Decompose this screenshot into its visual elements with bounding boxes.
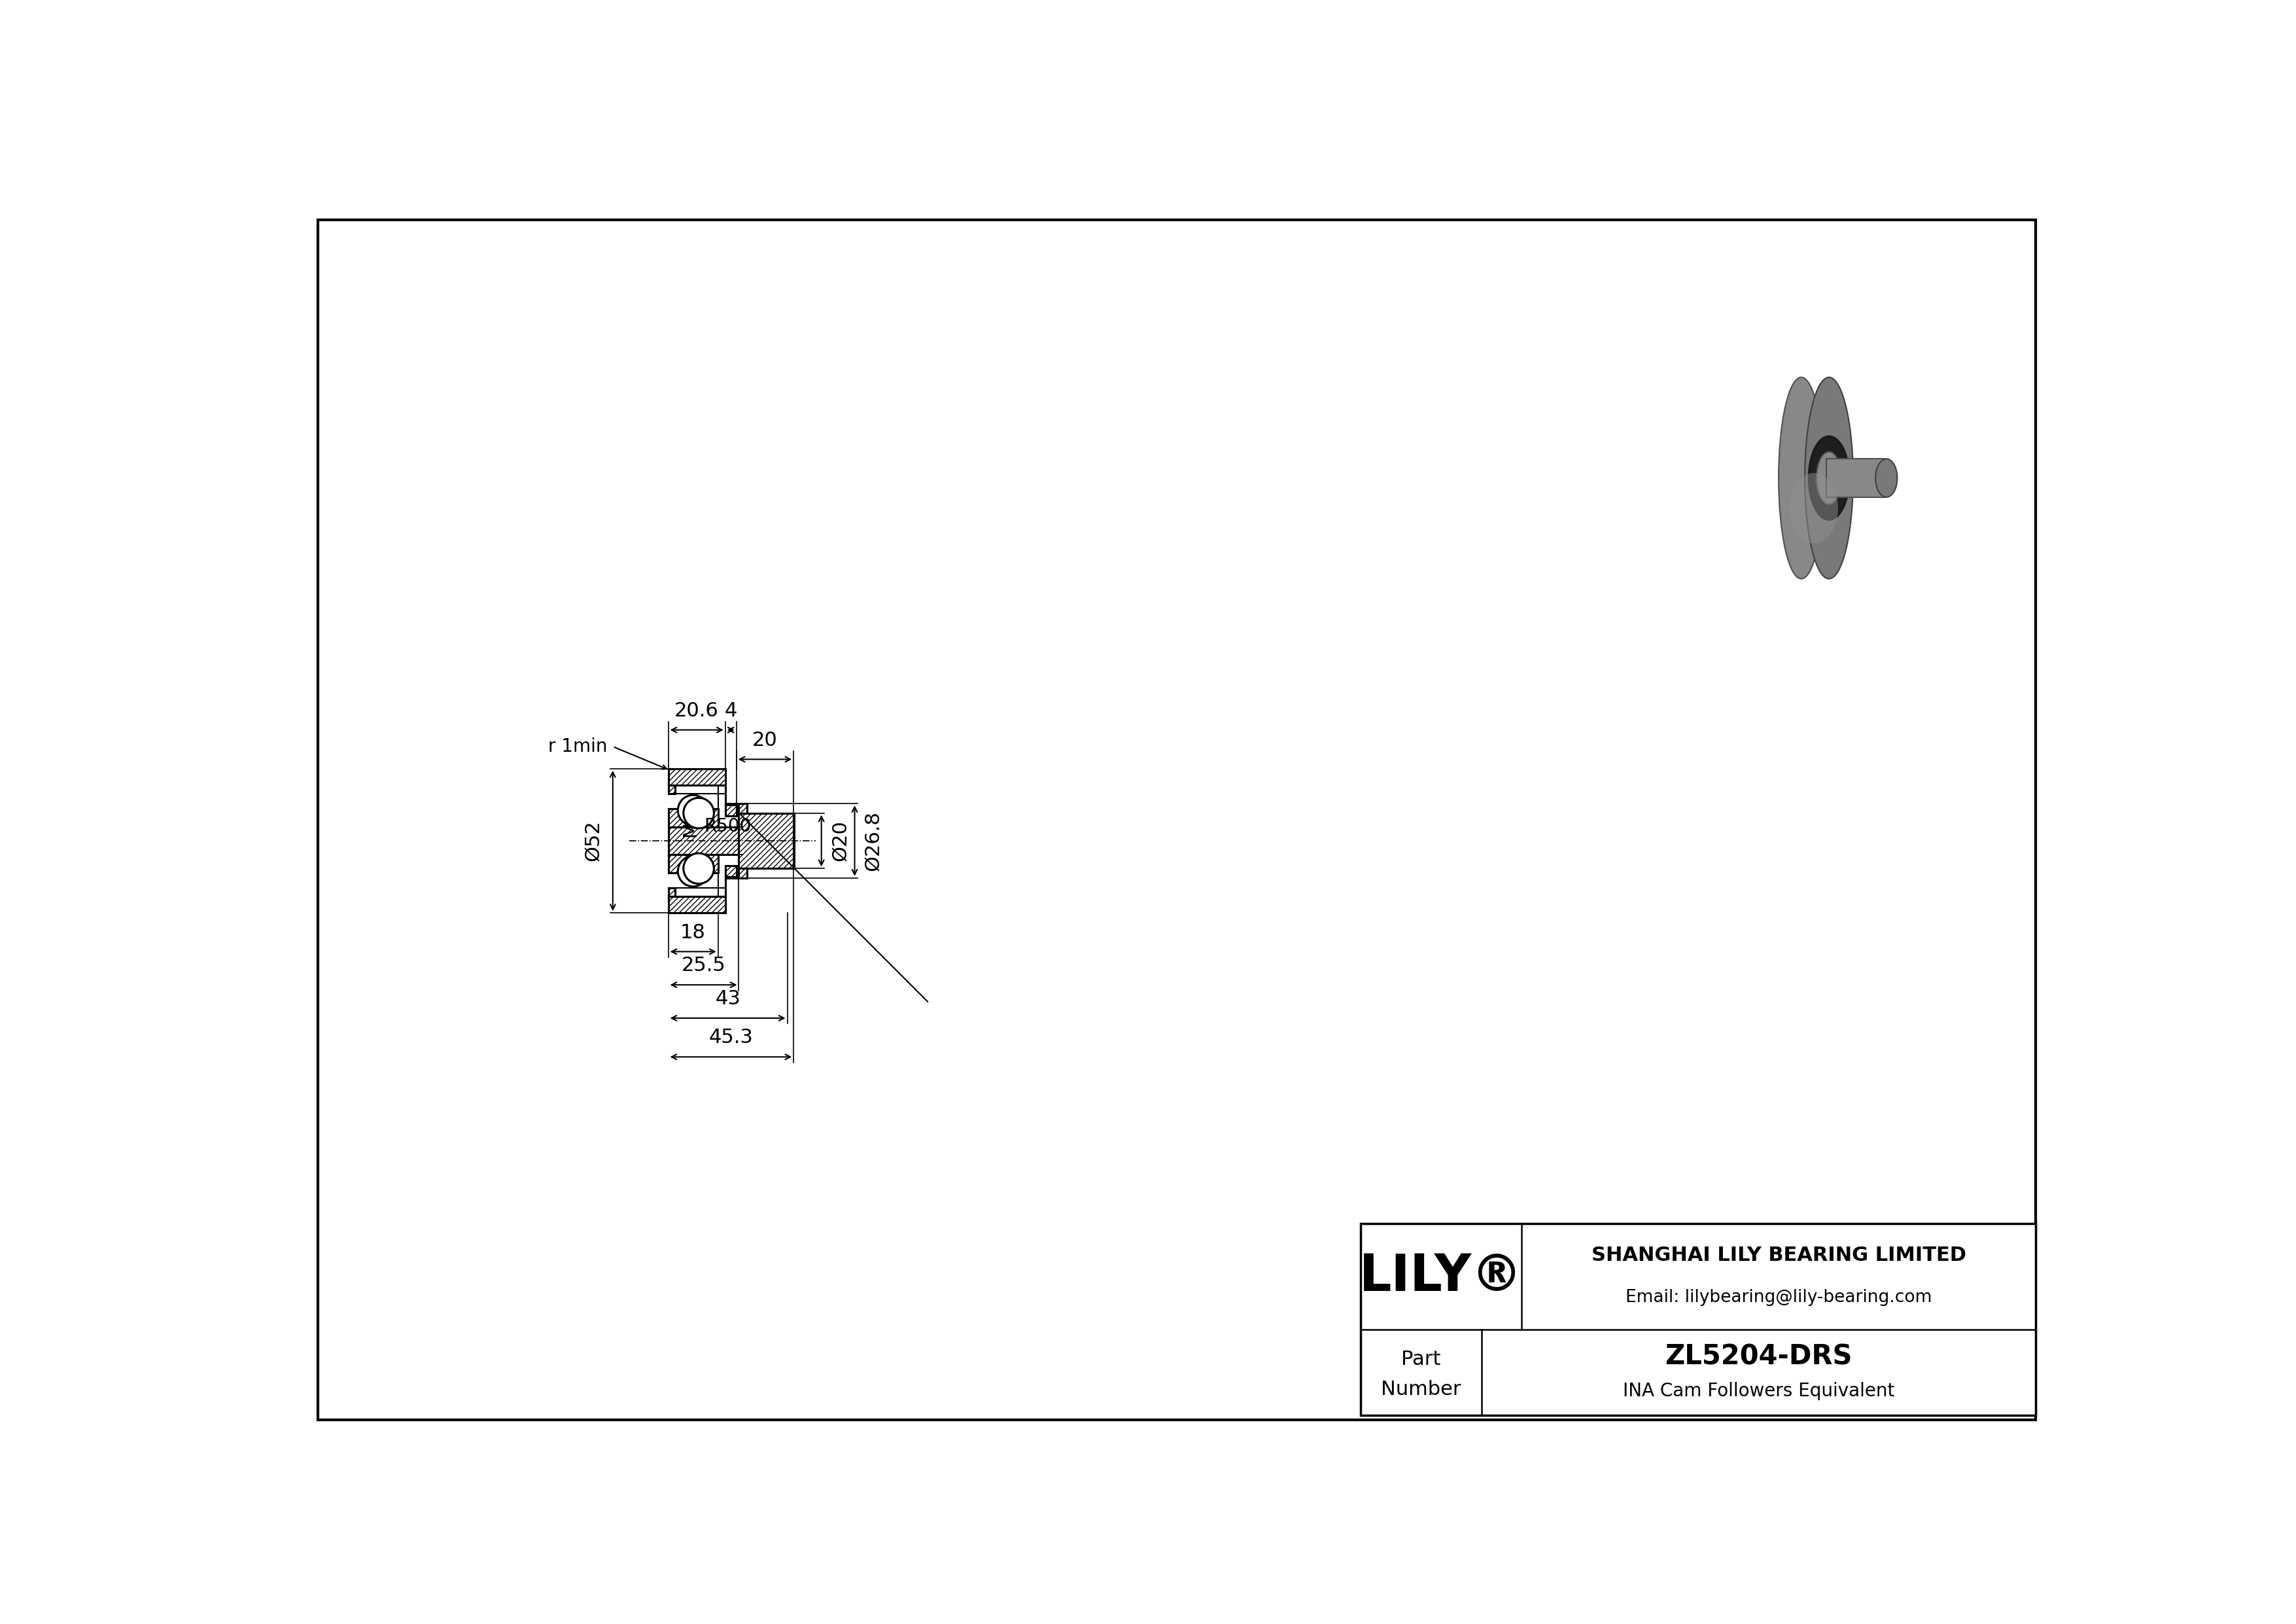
Text: 20.6: 20.6 xyxy=(675,702,719,719)
Bar xyxy=(668,888,675,896)
Bar xyxy=(668,854,719,872)
Text: 45.3: 45.3 xyxy=(709,1028,753,1047)
Bar xyxy=(739,869,746,879)
Bar xyxy=(726,866,737,877)
Text: M10: M10 xyxy=(682,797,700,836)
Bar xyxy=(1362,1223,2037,1415)
Bar xyxy=(627,741,836,940)
Bar xyxy=(1825,460,1885,497)
Text: ZL5204-DRS: ZL5204-DRS xyxy=(1665,1343,1853,1371)
Text: 43: 43 xyxy=(714,989,742,1009)
Text: 4: 4 xyxy=(726,702,737,719)
Text: 20: 20 xyxy=(753,731,778,750)
Text: r 1min: r 1min xyxy=(549,737,606,755)
Ellipse shape xyxy=(1779,377,1823,578)
Ellipse shape xyxy=(1876,460,1896,497)
Text: Ø26.8: Ø26.8 xyxy=(863,810,884,870)
Circle shape xyxy=(677,796,709,825)
Bar xyxy=(668,827,739,854)
Bar xyxy=(668,786,675,794)
Text: Ø52: Ø52 xyxy=(583,820,604,861)
Bar xyxy=(739,814,794,869)
Bar xyxy=(668,896,726,913)
Bar xyxy=(668,768,726,786)
Bar xyxy=(726,806,737,815)
Circle shape xyxy=(677,856,709,887)
Text: SHANGHAI LILY BEARING LIMITED: SHANGHAI LILY BEARING LIMITED xyxy=(1591,1246,1965,1265)
Ellipse shape xyxy=(1789,473,1839,544)
Text: Email: lilybearing@lily-bearing.com: Email: lilybearing@lily-bearing.com xyxy=(1626,1289,1931,1306)
Text: Part: Part xyxy=(1401,1350,1440,1369)
Bar xyxy=(668,809,719,827)
Text: 18: 18 xyxy=(680,922,705,942)
Text: R500: R500 xyxy=(705,817,751,835)
Ellipse shape xyxy=(1816,451,1841,503)
Text: Number: Number xyxy=(1380,1380,1460,1398)
Text: Ø20: Ø20 xyxy=(831,820,850,861)
Ellipse shape xyxy=(1809,437,1848,520)
Text: 25.5: 25.5 xyxy=(682,957,726,974)
Ellipse shape xyxy=(1805,377,1853,578)
Circle shape xyxy=(684,797,714,828)
Circle shape xyxy=(684,853,714,883)
Text: LILY®: LILY® xyxy=(1359,1252,1522,1301)
Bar xyxy=(739,804,746,814)
Text: INA Cam Followers Equivalent: INA Cam Followers Equivalent xyxy=(1623,1382,1894,1400)
